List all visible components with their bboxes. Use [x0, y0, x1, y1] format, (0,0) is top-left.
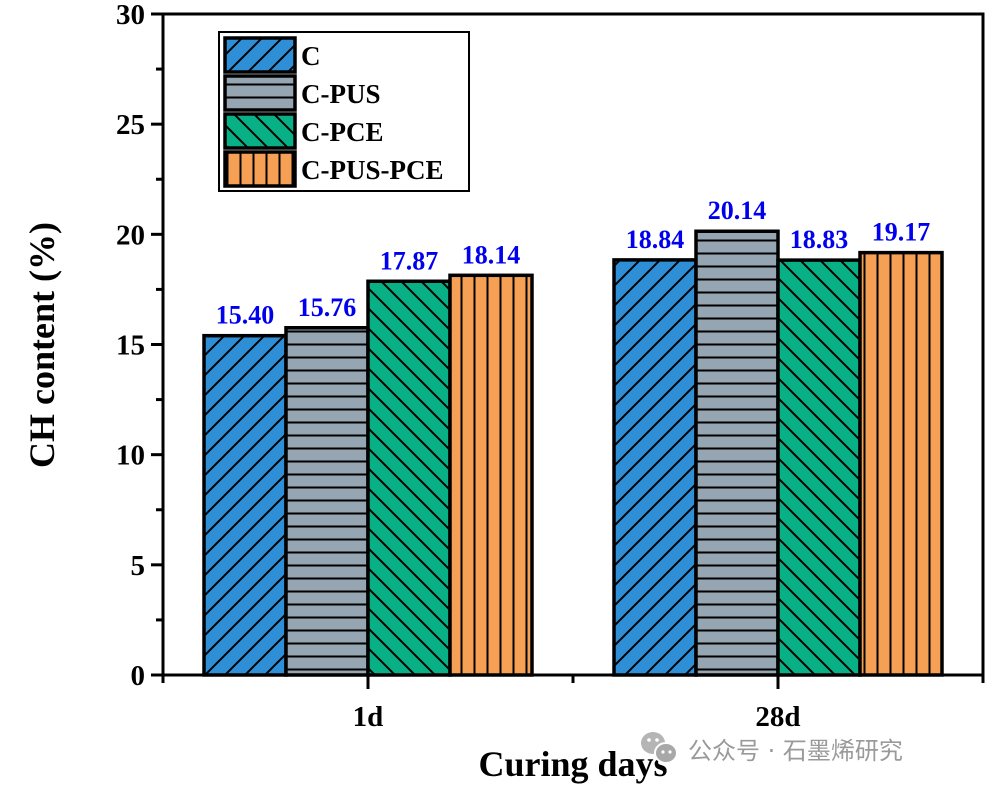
- bar-c-pce-28d: [776, 258, 862, 677]
- bar-c-pus-pce-28d: [858, 250, 944, 677]
- bar-c-28d: [612, 258, 698, 677]
- legend-label-c-pus: C-PUS: [301, 79, 381, 109]
- data-label: 15.76: [298, 293, 357, 322]
- y-tick-label: 25: [116, 109, 145, 141]
- legend-swatch-c-pus-pce: [223, 150, 297, 188]
- legend-swatch-c: [223, 36, 297, 74]
- x-axis-title: Curing days: [478, 744, 667, 784]
- wechat-icon: [641, 732, 678, 764]
- data-label: 18.84: [626, 225, 685, 254]
- y-tick-label: 30: [116, 0, 145, 31]
- watermark-text: 公众号 · 石墨烯研究: [688, 737, 903, 765]
- y-tick-label: 0: [131, 660, 146, 692]
- legend-swatch-c-pce: [223, 112, 297, 150]
- bars-group: [202, 229, 944, 677]
- y-tick-label: 15: [116, 330, 145, 362]
- data-labels-group: 15.40 18.84 15.76 20.14 17.87 18.83 18.14 19.17: [216, 196, 931, 329]
- bar-c-1d: [202, 333, 288, 677]
- bar-c-pus-pce-1d: [448, 273, 534, 677]
- y-axis: 0 5 10 15 20 25 30: [116, 0, 163, 692]
- legend-label-c: C: [301, 41, 321, 71]
- legend-swatch-c-pus: [223, 74, 297, 112]
- x-axis: 1d 28d: [161, 675, 985, 733]
- bar-c-pce-1d: [366, 279, 452, 677]
- x-tick-label: 1d: [353, 701, 384, 733]
- legend-label-c-pce: C-PCE: [301, 117, 384, 147]
- data-label: 15.40: [216, 301, 275, 330]
- legend-label-c-pus-pce: C-PUS-PCE: [301, 155, 444, 185]
- data-label: 18.14: [462, 240, 521, 269]
- legend: C C-PUS C-PCE C-PUS-PCE: [218, 31, 470, 192]
- y-tick-label: 5: [131, 550, 146, 582]
- data-label: 17.87: [380, 246, 439, 275]
- data-label: 20.14: [708, 196, 767, 225]
- x-tick-label: 28d: [755, 701, 800, 733]
- y-tick-label: 20: [116, 219, 145, 251]
- y-tick-label: 10: [116, 440, 145, 472]
- data-label: 19.17: [872, 218, 931, 247]
- bar-c-pus-1d: [284, 326, 370, 677]
- data-label: 18.83: [790, 225, 849, 254]
- bar-c-pus-28d: [694, 229, 780, 677]
- y-axis-title: CH content (%): [22, 222, 62, 468]
- watermark: 公众号 · 石墨烯研究: [641, 732, 903, 765]
